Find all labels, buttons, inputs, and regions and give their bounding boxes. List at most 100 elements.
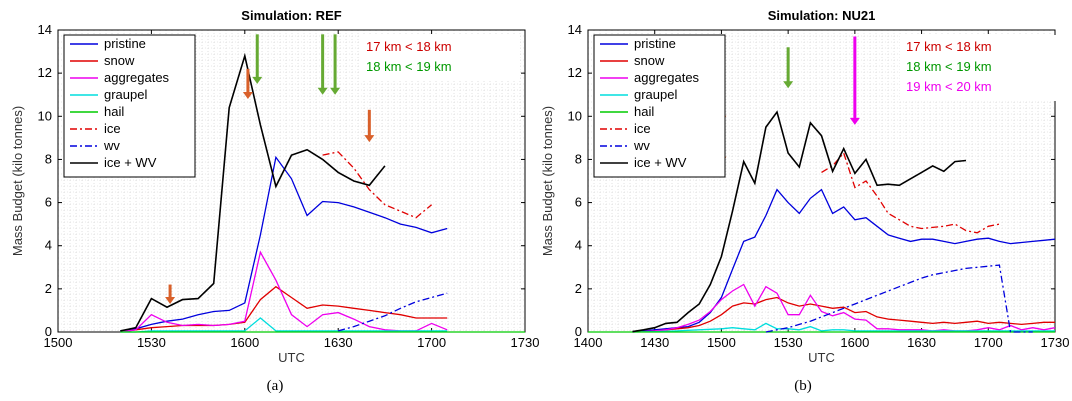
y-tick-label: 6 bbox=[575, 195, 582, 210]
x-tick-label: 1700 bbox=[417, 335, 446, 350]
x-axis-label: UTC bbox=[278, 350, 305, 365]
annotation-arrow bbox=[252, 34, 263, 84]
series-line-pristine bbox=[632, 188, 1056, 333]
annotation-arrow bbox=[849, 36, 860, 125]
series-line-aggregates bbox=[632, 283, 1056, 333]
series-line-graupel bbox=[120, 317, 448, 333]
annotation-box bbox=[360, 35, 520, 81]
grid bbox=[58, 30, 525, 332]
y-tick-label: 10 bbox=[568, 108, 582, 123]
legend-label: graupel bbox=[104, 87, 147, 102]
arrow-head bbox=[165, 296, 176, 304]
annotation-arrow bbox=[330, 34, 341, 95]
legend: pristine snow aggregates graupel hail ice wv ic… bbox=[593, 34, 726, 178]
legend-label: pristine bbox=[634, 36, 676, 51]
range-annotations: 17 km < 18 km 18 km < 19 km bbox=[360, 35, 520, 81]
x-tick-label: 1530 bbox=[137, 335, 166, 350]
caption-b: (b) bbox=[794, 378, 812, 394]
legend-label: snow bbox=[634, 53, 665, 68]
range-annotation: 17 km < 18 km bbox=[366, 39, 452, 54]
legend-label: pristine bbox=[104, 36, 146, 51]
x-tick-label: 1430 bbox=[640, 335, 669, 350]
range-annotation: 18 km < 19 km bbox=[906, 59, 992, 74]
y-tick-label: 14 bbox=[568, 22, 582, 37]
range-annotation: 17 km < 18 km bbox=[906, 39, 992, 54]
y-axis-label: Mass Budget (kilo tonnes) bbox=[10, 106, 25, 256]
annotation-arrow bbox=[165, 284, 176, 304]
x-tick-label: 1600 bbox=[840, 335, 869, 350]
series-line-snow bbox=[632, 296, 1055, 333]
legend-label: ice + WV bbox=[104, 155, 157, 170]
legend: pristine snow aggregates graupel hail ice wv ic… bbox=[63, 34, 196, 178]
arrow-head bbox=[252, 76, 263, 84]
legend-label: ice bbox=[104, 121, 121, 136]
y-tick-label: 8 bbox=[575, 151, 582, 166]
y-tick-label: 4 bbox=[45, 238, 52, 253]
series-line-wv bbox=[765, 264, 1033, 333]
series-line-ice-wv bbox=[632, 110, 967, 333]
legend-label: aggregates bbox=[104, 70, 170, 85]
caption-a: (a) bbox=[266, 378, 284, 394]
legend-label: aggregates bbox=[634, 70, 700, 85]
y-tick-label: 14 bbox=[38, 22, 52, 37]
legend-label: hail bbox=[104, 104, 124, 119]
range-annotations: 17 km < 18 km 18 km < 19 km 19 km < 20 km bbox=[900, 35, 1060, 101]
annotation-arrow bbox=[783, 47, 794, 89]
x-tick-label: 1530 bbox=[774, 335, 803, 350]
y-tick-label: 12 bbox=[568, 65, 582, 80]
y-tick-label: 2 bbox=[575, 281, 582, 296]
series-line-ice bbox=[322, 151, 433, 219]
annotation-arrow bbox=[317, 34, 328, 95]
x-tick-label: 1630 bbox=[907, 335, 936, 350]
arrow-head bbox=[783, 81, 794, 89]
arrow-head bbox=[242, 92, 253, 100]
chart-title: Simulation: REF bbox=[241, 8, 341, 23]
y-tick-label: 2 bbox=[45, 281, 52, 296]
legend-box bbox=[593, 34, 726, 178]
arrow-head bbox=[317, 87, 328, 95]
legend-label: graupel bbox=[634, 87, 677, 102]
series-line-pristine bbox=[120, 155, 448, 332]
annotation-arrow bbox=[364, 109, 375, 143]
y-tick-label: 4 bbox=[575, 238, 582, 253]
y-tick-label: 0 bbox=[45, 324, 52, 339]
x-tick-label: 1500 bbox=[707, 335, 736, 350]
y-tick-label: 8 bbox=[45, 151, 52, 166]
legend-label: ice bbox=[634, 121, 651, 136]
range-annotation: 19 km < 20 km bbox=[906, 79, 992, 94]
x-tick-label: 1400 bbox=[574, 335, 603, 350]
x-tick-label: 1730 bbox=[511, 335, 540, 350]
x-tick-label: 1600 bbox=[230, 335, 259, 350]
range-annotation: 18 km < 19 km bbox=[366, 59, 452, 74]
legend-label: wv bbox=[103, 138, 120, 153]
x-tick-label: 1730 bbox=[1041, 335, 1070, 350]
y-tick-label: 12 bbox=[38, 65, 52, 80]
x-axis-label: UTC bbox=[808, 350, 835, 365]
series-line-ice bbox=[821, 151, 1000, 234]
annotation-arrow bbox=[242, 68, 253, 100]
arrow-head bbox=[330, 87, 341, 95]
y-tick-label: 0 bbox=[575, 324, 582, 339]
chart-title: Simulation: NU21 bbox=[768, 8, 876, 23]
arrow-head bbox=[364, 135, 375, 143]
legend-label: wv bbox=[633, 138, 650, 153]
x-tick-label: 1700 bbox=[974, 335, 1003, 350]
series-line-wv bbox=[338, 292, 448, 332]
legend-label: hail bbox=[634, 104, 654, 119]
annotation-box bbox=[900, 35, 1060, 101]
legend-box bbox=[63, 34, 196, 178]
chart-panel-1: 1400 1430 1500 1530 1600 1630 1700 1730 0 2 4 6 8 10 1… bbox=[540, 8, 1069, 365]
series-line-ice-wv bbox=[120, 52, 386, 332]
series-line-snow bbox=[120, 285, 448, 333]
y-tick-label: 6 bbox=[45, 195, 52, 210]
x-tick-label: 1630 bbox=[324, 335, 353, 350]
legend-label: ice + WV bbox=[634, 155, 687, 170]
y-tick-label: 10 bbox=[38, 108, 52, 123]
y-axis-label: Mass Budget (kilo tonnes) bbox=[540, 106, 555, 256]
chart-panel-0: 1500 1530 1600 1630 1700 1730 0 2 4 6 8 10 12 14 Simul… bbox=[10, 8, 539, 365]
series-line-graupel bbox=[632, 322, 1055, 333]
legend-label: snow bbox=[104, 53, 135, 68]
x-tick-label: 1500 bbox=[44, 335, 73, 350]
